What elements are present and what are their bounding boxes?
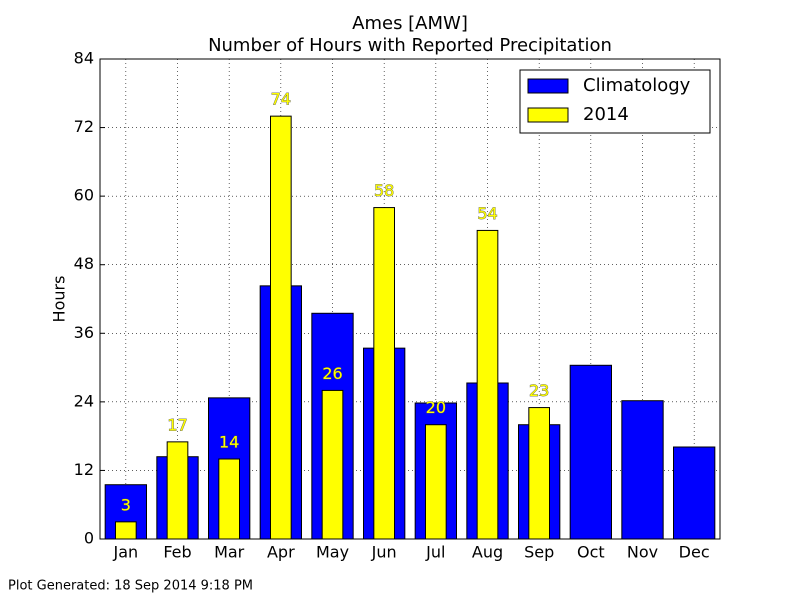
data-label: 20 xyxy=(426,398,446,417)
x-tick-label: Jan xyxy=(112,543,138,562)
bar xyxy=(218,458,240,540)
bar xyxy=(673,446,716,540)
plot-frame xyxy=(99,58,721,540)
bar xyxy=(425,424,447,540)
y-tick-label: 60 xyxy=(74,186,94,205)
y-tick-label: 72 xyxy=(74,117,94,136)
chart-title: Ames [AMW] xyxy=(352,13,468,34)
bar xyxy=(569,364,613,540)
legend-swatch xyxy=(527,107,569,123)
data-label: 14 xyxy=(219,433,239,452)
legend-swatch xyxy=(527,78,569,94)
y-tick-label: 12 xyxy=(74,460,94,479)
data-label: 26 xyxy=(322,364,342,383)
data-label: 54 xyxy=(477,204,497,223)
bar xyxy=(621,400,664,540)
bar xyxy=(321,389,344,540)
x-tick-label: May xyxy=(316,543,349,562)
footer: Plot Generated: 18 Sep 2014 9:18 PM xyxy=(8,579,253,594)
bar xyxy=(166,441,189,540)
y-axis-label: Hours xyxy=(50,276,69,323)
bar xyxy=(270,115,292,540)
x-tick-label: Feb xyxy=(163,543,191,562)
y-tick-label: 84 xyxy=(74,49,94,68)
bar xyxy=(373,207,396,540)
y-tick-label: 48 xyxy=(74,254,94,273)
y-tick-label: 0 xyxy=(84,529,94,548)
x-tick-label: Dec xyxy=(679,543,710,562)
legend-label: Climatology xyxy=(583,75,691,96)
legend-label: 2014 xyxy=(583,104,629,125)
data-label: 17 xyxy=(167,415,187,434)
data-label: 58 xyxy=(374,181,394,200)
y-tick-label: 36 xyxy=(74,323,94,342)
x-tick-label: Apr xyxy=(267,543,295,562)
x-tick-label: Jun xyxy=(371,543,397,562)
data-label: 3 xyxy=(121,495,131,514)
data-label: 23 xyxy=(529,381,549,400)
bar xyxy=(528,407,550,540)
bar xyxy=(476,229,499,540)
x-tick-label: Nov xyxy=(627,543,658,562)
y-tick-label: 24 xyxy=(74,391,94,410)
x-tick-label: Jul xyxy=(425,543,445,562)
data-label: 74 xyxy=(271,90,291,109)
x-tick-label: Sep xyxy=(524,543,554,562)
chart-subtitle: Number of Hours with Reported Precipitat… xyxy=(208,35,612,56)
x-tick-label: Mar xyxy=(214,543,245,562)
x-tick-label: Oct xyxy=(577,543,605,562)
bar xyxy=(115,521,137,540)
x-tick-label: Aug xyxy=(472,543,503,562)
